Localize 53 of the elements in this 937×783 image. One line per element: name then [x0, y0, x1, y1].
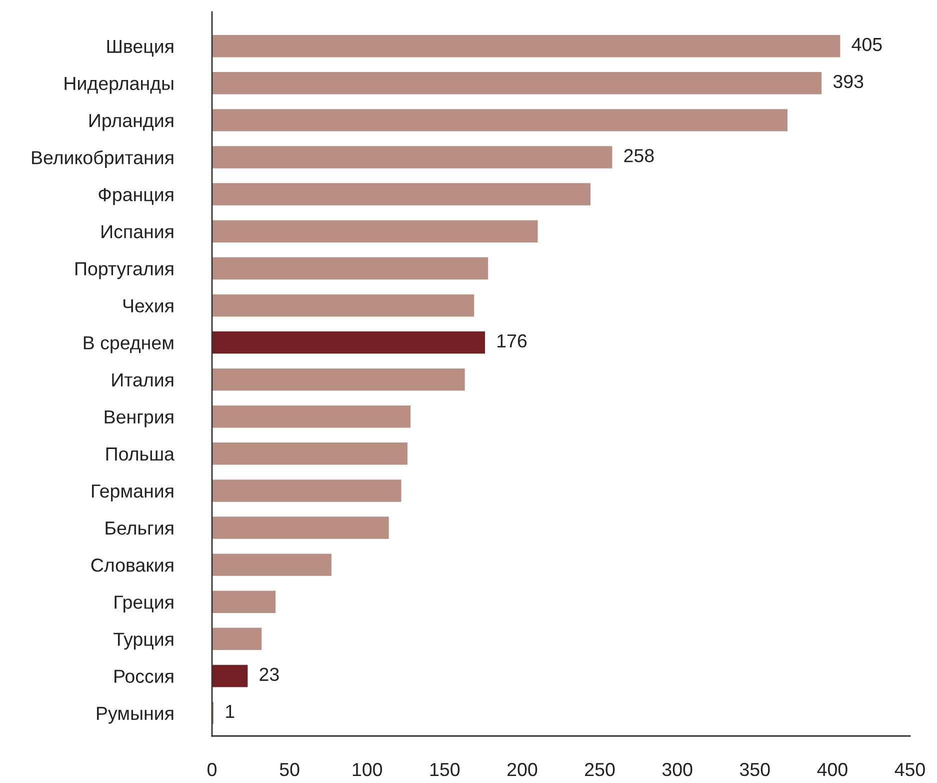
- x-tick-label: 400: [817, 762, 848, 776]
- bar: [212, 554, 332, 576]
- data-label: 405: [852, 38, 882, 52]
- y-tick-label: Греция: [114, 596, 174, 613]
- bar: [212, 405, 411, 428]
- data-label: 258: [624, 149, 654, 162]
- y-tick-label: Испания: [102, 225, 174, 238]
- bar: [212, 109, 788, 132]
- bar: [212, 331, 485, 354]
- y-tick-label: Польша: [106, 448, 175, 461]
- x-tick-label: 200: [508, 762, 538, 776]
- bar: [212, 368, 465, 391]
- bar: [212, 220, 538, 242]
- data-label: 176: [498, 334, 527, 348]
- y-tick-label: Бельгия: [106, 522, 174, 535]
- x-tick-label: 250: [585, 762, 615, 776]
- y-tick-label: Чехия: [123, 299, 174, 312]
- x-tick-label: 100: [352, 762, 382, 776]
- data-label: 393: [833, 74, 864, 88]
- y-tick-label: Турция: [114, 632, 174, 650]
- y-tick-label: Германия: [92, 484, 174, 502]
- bar: [212, 664, 248, 688]
- y-tick-label: Венгрия: [104, 410, 174, 428]
- x-tick-label: 0: [208, 762, 216, 776]
- y-tick-label: Франция: [98, 188, 174, 205]
- data-label: 1: [226, 704, 234, 718]
- bar: [212, 442, 408, 465]
- bar: [212, 480, 402, 502]
- x-tick-label: 300: [662, 762, 692, 776]
- y-tick-label: Швеция: [107, 40, 174, 57]
- y-tick-label: Великобритания: [32, 150, 174, 168]
- bar: [212, 72, 822, 94]
- y-tick-label: Ирландия: [89, 114, 174, 131]
- x-tick-label: 50: [280, 762, 300, 776]
- bar: [212, 590, 276, 613]
- y-tick-label: Италия: [112, 373, 174, 387]
- bar: [212, 257, 488, 280]
- bar: [212, 34, 840, 58]
- bar: [212, 183, 590, 206]
- bar: [212, 146, 612, 168]
- y-tick-label: Россия: [114, 670, 174, 683]
- y-tick-label: В среднем: [84, 336, 174, 354]
- data-label: 23: [260, 668, 279, 682]
- x-tick-label: 450: [894, 762, 925, 776]
- bar: [212, 628, 262, 650]
- x-tick-label: 350: [740, 762, 770, 776]
- y-tick-label: Словакия: [91, 558, 174, 572]
- y-tick-label: Португалия: [76, 262, 174, 280]
- x-tick-label: 150: [430, 762, 460, 776]
- bar: [212, 516, 389, 539]
- bar: [212, 294, 474, 317]
- y-tick-label: Румыния: [97, 706, 174, 724]
- y-tick-label: Нидерланды: [64, 77, 174, 94]
